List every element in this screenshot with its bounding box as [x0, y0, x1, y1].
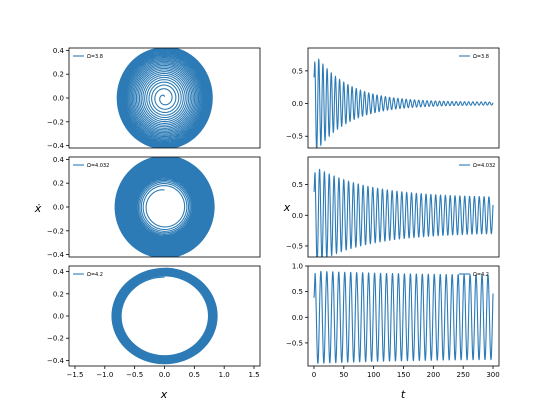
phase-1-ytick-label: −0.2 [47, 118, 64, 126]
time-y-axis-label: x [283, 201, 291, 214]
time-3-series-line [313, 270, 494, 364]
phase-2-ytick-label: −0.2 [47, 227, 64, 235]
time-3-ytick-label: 0.0 [292, 314, 303, 322]
time-2-ytick-label: 0.0 [292, 212, 303, 220]
phase-2-panel: 0.4 0.2 0.0 −0.2 −0.4 Ω=4.032 [47, 156, 261, 259]
time-1-legend-label: Ω=3.8 [473, 54, 489, 60]
time-3-xtick-label: 200 [427, 371, 440, 379]
time-3-panel: 1.0 0.5 0.0 −0.5 0 50 100 150 200 250 300 Ω=4.2 [286, 263, 500, 380]
panels: 0.4 0.2 0.0 −0.2 −0.4 Ω=3.8 0.4 0.2 0.0 −0.2 −0.4 Ω… [47, 47, 500, 379]
phase-2-ytick-label: 0.4 [53, 156, 65, 164]
time-3-legend-label: Ω=4.2 [473, 272, 489, 278]
time-3-xtick-label: 100 [367, 371, 380, 379]
time-3-ytick-label: −0.5 [286, 339, 303, 347]
time-3-xtick-label: 250 [457, 371, 470, 379]
time-3-ytick-label: 1.0 [292, 263, 303, 271]
time-3-xtick-label: 150 [397, 371, 410, 379]
phase-1-ytick-label: 0.4 [53, 47, 65, 55]
time-2-panel: 0.5 0.0 −0.5 Ω=4.032 [286, 156, 500, 258]
phase-3-xtick-label: 0.0 [159, 371, 170, 379]
time-2-ytick-label: −0.5 [286, 242, 303, 250]
time-3-xtick-label: 50 [339, 371, 348, 379]
phase-y-axis-label: ẋ [34, 202, 42, 215]
phase-2-series-line [114, 157, 215, 257]
phase-3-frame [68, 265, 261, 367]
phase-3-ytick-label: −0.2 [47, 335, 64, 343]
phase-2-ytick-label: 0.2 [53, 180, 64, 188]
phase-3-series-line [111, 267, 218, 365]
time-1-series-line [313, 58, 494, 148]
time-1-ytick-label: −0.5 [286, 133, 303, 141]
phase-3-panel: 0.4 0.2 0.0 −0.2 −0.4−1.5 −1.0 −0.5 0.0 0.5 1.0 1.… [47, 265, 261, 379]
time-3-ytick-label: 0.5 [292, 288, 303, 296]
phase-3-xtick-label: 1.5 [248, 371, 259, 379]
phase-x-axis-label: x [160, 388, 168, 401]
phase-2-ytick-label: 0.0 [53, 204, 64, 212]
time-1-ytick-label: 0.5 [292, 67, 303, 75]
phase-2-ytick-label: −0.4 [47, 251, 65, 259]
time-3-xtick-label: 300 [486, 371, 499, 379]
phase-3-ytick-label: 0.4 [53, 268, 65, 276]
time-1-frame [307, 47, 500, 149]
phase-3-xtick-label: 1.0 [219, 371, 230, 379]
time-2-frame [307, 156, 500, 258]
phase-2-legend-label: Ω=4.032 [87, 163, 109, 169]
time-1-ytick-label: 0.0 [292, 100, 303, 108]
phase-1-legend-label: Ω=3.8 [87, 54, 103, 60]
phase-1-ytick-label: 0.2 [53, 71, 64, 79]
phase-3-xtick-label: −1.5 [66, 371, 83, 379]
phase-1-ytick-label: 0.0 [53, 95, 64, 103]
phase-1-panel: 0.4 0.2 0.0 −0.2 −0.4 Ω=3.8 [47, 47, 261, 150]
phase-3-legend-label: Ω=4.2 [87, 272, 103, 278]
time-x-axis-label: t [401, 388, 406, 401]
axis-labels: ẋ x x t [34, 201, 406, 401]
phase-3-xtick-label: −1.0 [96, 371, 113, 379]
phase-3-ytick-label: −0.4 [47, 357, 65, 365]
phase-3-ytick-label: 0.0 [53, 313, 64, 321]
time-2-series-line [313, 168, 494, 257]
phase-1-ytick-label: −0.4 [47, 142, 65, 150]
phase-3-xtick-label: 0.5 [189, 371, 200, 379]
phase-1-series-line [116, 48, 213, 148]
time-3-xtick-label: 0 [312, 371, 316, 379]
time-2-ytick-label: 0.5 [292, 181, 303, 189]
phase-3-xtick-label: −0.5 [126, 371, 143, 379]
time-1-panel: 0.5 0.0 −0.5 Ω=3.8 [286, 47, 500, 149]
phase-3-ytick-label: 0.2 [53, 290, 64, 298]
time-2-legend-label: Ω=4.032 [473, 163, 495, 169]
